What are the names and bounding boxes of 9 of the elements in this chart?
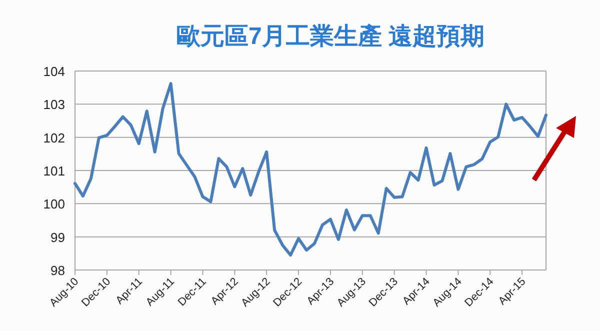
chart-title: 歐元區7月工業生產 遠超預期 <box>176 23 485 50</box>
y-tick-label: 104 <box>43 64 65 79</box>
y-tick-label: 102 <box>43 130 65 146</box>
y-tick-label: 98 <box>50 263 65 278</box>
line-series <box>74 82 548 257</box>
y-tick-label: 101 <box>43 164 65 178</box>
y-tick-label: 103 <box>43 97 65 112</box>
y-tick-label: 99 <box>50 230 65 245</box>
y-tick-label: 100 <box>43 196 65 212</box>
